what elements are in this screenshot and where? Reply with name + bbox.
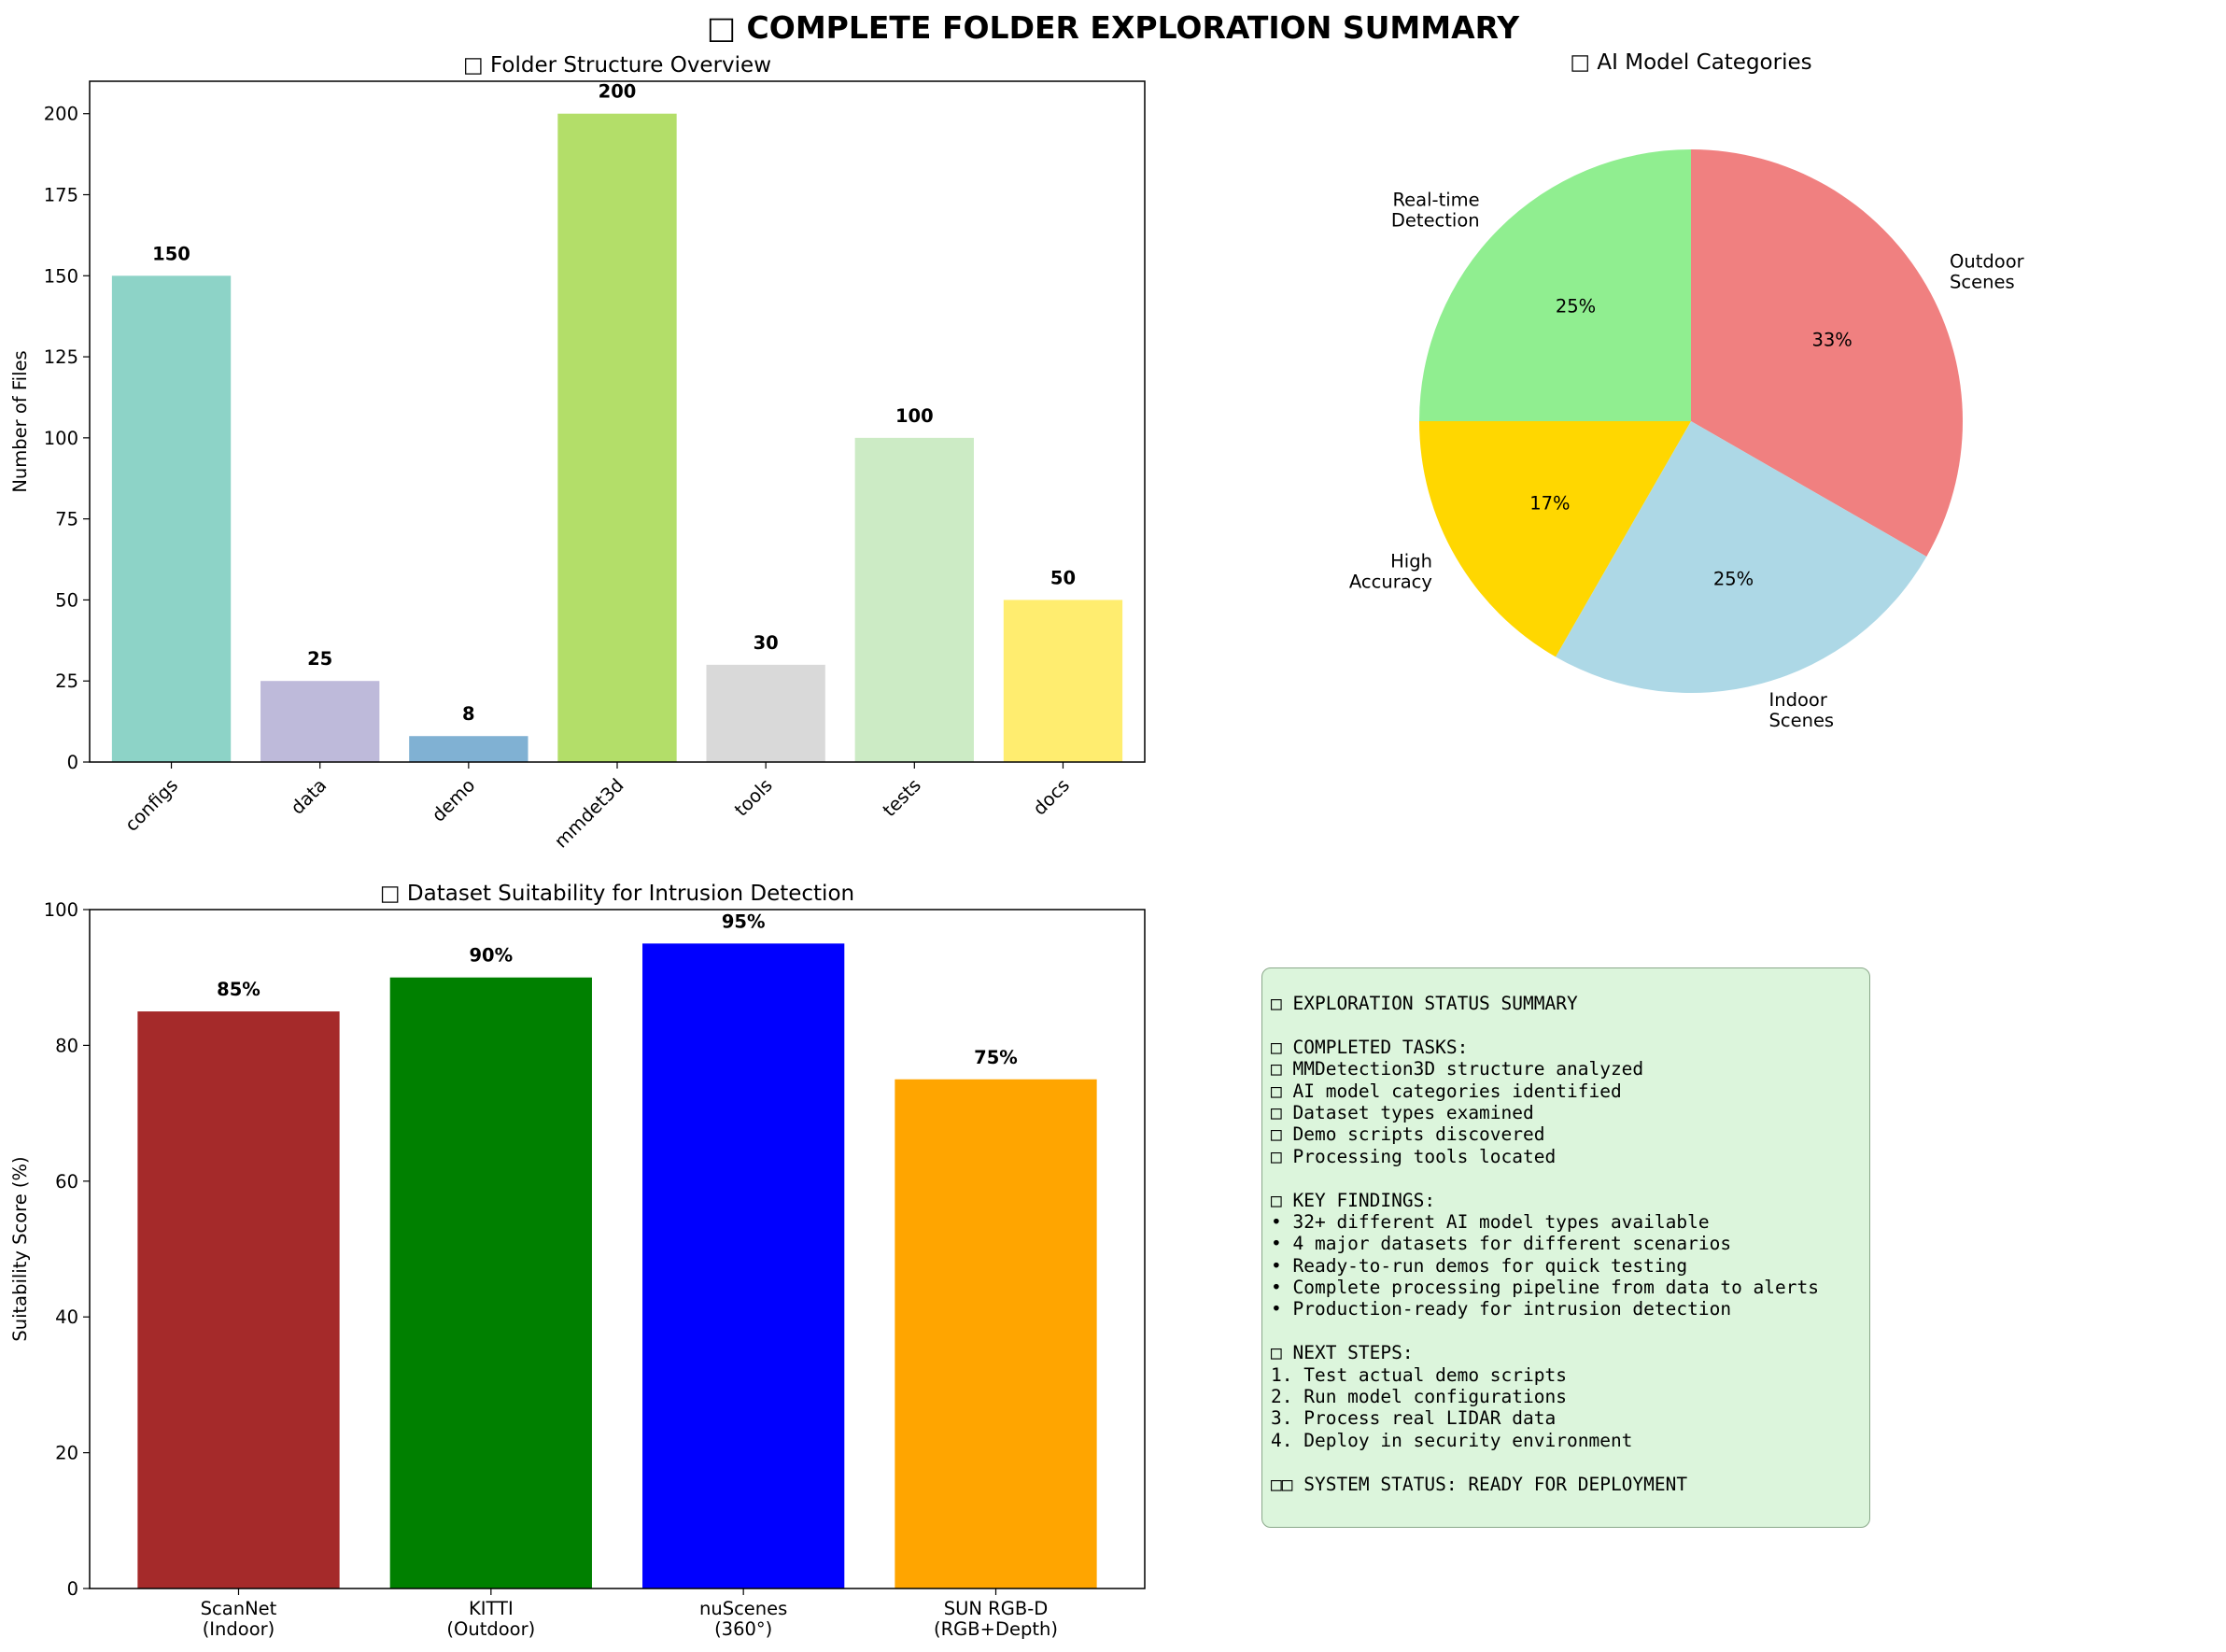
status-summary-line: 2. Run model configurations — [1271, 1386, 1567, 1408]
status-summary-line — [1271, 1014, 1869, 1036]
bar — [854, 437, 974, 762]
chart-title: □ Folder Structure Overview — [463, 53, 771, 78]
status-summary-line: • Complete processing pipeline from data… — [1271, 1277, 1819, 1299]
bar-value-label: 25 — [307, 648, 332, 670]
bar — [409, 736, 528, 762]
x-tick-label: SUN RGB-D (RGB+Depth) — [934, 1598, 1058, 1640]
y-tick-label: 150 — [44, 265, 78, 287]
y-tick-label: 200 — [44, 104, 78, 125]
bar-value-label: 150 — [152, 243, 190, 264]
y-tick-label: 100 — [44, 899, 78, 921]
pie-slice — [1691, 148, 1963, 557]
bar — [895, 1079, 1097, 1588]
folder-structure-chart: □ Folder Structure Overview 150 25 8 200 30 10… — [9, 53, 1146, 853]
y-tick-label: 0 — [67, 1578, 78, 1600]
chart-title: □ AI Model Categories — [1570, 50, 1811, 75]
status-summary-line: • 4 major datasets for different scenari… — [1271, 1233, 1732, 1255]
x-tick-label: tests — [879, 774, 925, 821]
bar-value-label: 90% — [469, 945, 513, 967]
bar — [642, 943, 845, 1588]
status-summary-line: 4. Deploy in security environment — [1271, 1429, 1633, 1451]
bar-value-label: 50 — [1050, 567, 1076, 588]
bar — [557, 113, 677, 762]
chart-title: □ Dataset Suitability for Intrusion Dete… — [380, 882, 854, 906]
status-summary-line: • Ready-to-run demos for quick testing — [1271, 1254, 1688, 1277]
pie-slice — [1419, 421, 1691, 657]
bar-value-label: 95% — [722, 911, 766, 932]
bar — [1003, 600, 1123, 762]
pie-percent-label: 17% — [1529, 492, 1570, 514]
bar — [389, 977, 592, 1588]
status-summary-line: □□ SYSTEM STATUS: READY FOR DEPLOYMENT — [1271, 1473, 1688, 1495]
bar — [137, 1011, 340, 1588]
status-summary-line: □ Dataset types examined — [1271, 1101, 1534, 1123]
status-summary-line — [1271, 1320, 1869, 1342]
pie-category-label: Indoor Scenes — [1768, 689, 1834, 731]
bar-value-label: 200 — [599, 81, 637, 103]
ai-model-categories-chart: □ AI Model Categories 33% Outdoor Scenes 25%… — [1349, 50, 2025, 731]
x-tick-label: demo — [428, 774, 479, 826]
dataset-suitability-chart: □ Dataset Suitability for Intrusion Dete… — [9, 882, 1146, 1640]
status-summary-line: □ NEXT STEPS: — [1271, 1342, 1414, 1364]
y-tick-label: 50 — [55, 589, 78, 611]
y-tick-label: 60 — [55, 1171, 78, 1193]
x-tick-label: configs — [120, 774, 182, 836]
bar — [706, 664, 825, 762]
x-tick-label: KITTI (Outdoor) — [446, 1598, 535, 1640]
figure-title: □ COMPLETE FOLDER EXPLORATION SUMMARY — [707, 9, 1520, 46]
y-tick-label: 75 — [55, 509, 78, 530]
y-tick-label: 25 — [55, 671, 78, 692]
pie-category-label: Outdoor Scenes — [1950, 251, 2025, 293]
status-summary-line: □ Processing tools located — [1271, 1145, 1557, 1167]
y-tick-label: 125 — [44, 346, 78, 368]
plot-frame — [89, 909, 1146, 1589]
pie-slice — [1556, 421, 1927, 694]
status-summary-line — [1271, 1167, 1869, 1189]
x-tick-label: ScanNet (Indoor) — [201, 1598, 277, 1640]
x-tick-label: nuScenes (360°) — [699, 1598, 787, 1640]
bar-value-label: 30 — [754, 632, 779, 654]
pie-slice — [1419, 149, 1691, 421]
x-tick-label: docs — [1029, 774, 1074, 819]
bar-value-label: 75% — [974, 1047, 1018, 1068]
status-summary-line: • Production-ready for intrusion detecti… — [1271, 1298, 1732, 1320]
x-tick-label: mmdet3d — [550, 774, 627, 852]
y-axis-label: Suitability Score (%) — [9, 1156, 31, 1341]
pie-category-label: Real-time Detection — [1391, 190, 1480, 232]
status-summary-line — [1271, 1451, 1869, 1473]
y-tick-label: 40 — [55, 1306, 78, 1328]
y-tick-label: 20 — [55, 1443, 78, 1464]
x-tick-label: data — [287, 774, 331, 818]
pie-percent-label: 25% — [1713, 569, 1754, 590]
y-axis-label: Number of Files — [9, 350, 31, 492]
bar — [261, 681, 380, 762]
y-tick-label: 80 — [55, 1035, 78, 1056]
bar — [111, 275, 232, 762]
status-summary-line: • 32+ different AI model types available — [1271, 1210, 1710, 1233]
status-summary-line: □ AI model categories identified — [1271, 1080, 1622, 1102]
bar-value-label: 85% — [217, 979, 261, 1000]
status-summary-line: □ Demo scripts discovered — [1271, 1123, 1545, 1146]
status-summary-line: □ COMPLETED TASKS: — [1271, 1036, 1469, 1058]
status-summary-line: □ EXPLORATION STATUS SUMMARY — [1271, 993, 1578, 1014]
status-summary-line: □ MMDetection3D structure analyzed — [1271, 1058, 1644, 1080]
y-tick-label: 100 — [44, 428, 78, 449]
status-summary-line: □ KEY FINDINGS: — [1271, 1189, 1436, 1211]
y-tick-label: 0 — [67, 752, 78, 773]
status-summary-line: 3. Process real LIDAR data — [1271, 1407, 1557, 1430]
exploration-status-summary-box: □ EXPLORATION STATUS SUMMARY □ COMPLETED … — [1261, 967, 1870, 1528]
status-summary-line: 1. Test actual demo scripts — [1271, 1363, 1567, 1386]
pie-percent-label: 25% — [1556, 296, 1596, 318]
bar-value-label: 8 — [462, 703, 475, 725]
y-tick-label: 175 — [44, 185, 78, 206]
bar-value-label: 100 — [895, 405, 934, 427]
pie-percent-label: 33% — [1811, 330, 1852, 351]
pie-category-label: High Accuracy — [1349, 550, 1432, 592]
x-tick-label: tools — [730, 774, 777, 821]
